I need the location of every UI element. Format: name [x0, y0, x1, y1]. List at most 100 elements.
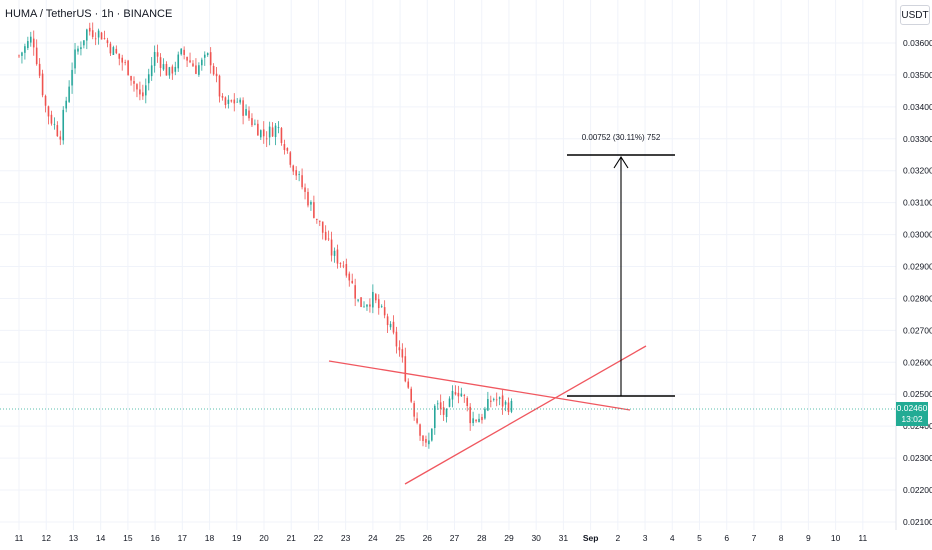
candle-bull — [77, 48, 79, 52]
candle-bear — [401, 349, 404, 358]
candle-bear — [94, 38, 97, 40]
candle-bear — [139, 89, 141, 95]
candle-bear — [375, 294, 377, 301]
candle-bear — [165, 63, 168, 76]
candle-bull — [112, 47, 115, 55]
candle-bull — [433, 405, 436, 429]
candle-bear — [118, 53, 121, 59]
candle-bear — [215, 73, 218, 77]
candle-bear — [233, 99, 236, 104]
candle-bear — [360, 297, 362, 307]
candle-bull — [436, 403, 439, 405]
candle-bull — [357, 299, 359, 301]
candle-bull — [460, 393, 463, 397]
candle-bull — [298, 174, 300, 175]
candle-bull — [86, 29, 88, 41]
price-tick-label: 0.02500 — [903, 389, 932, 399]
time-tick-label: 28 — [477, 533, 487, 543]
time-tick-label: 3 — [643, 533, 648, 543]
price-axis: 0.03600 0.03500 0.03400 0.03300 0.03200 0.031… — [895, 0, 932, 530]
time-tick-label: Sep — [583, 533, 599, 543]
candle-bear — [32, 38, 35, 48]
candle-bull — [177, 54, 180, 69]
candle-bear — [475, 419, 477, 422]
time-tick-label: 14 — [96, 533, 106, 543]
candle-bear — [136, 84, 138, 90]
time-tick-label: 29 — [504, 533, 514, 543]
time-tick-label: 13 — [69, 533, 79, 543]
time-tick-label: 11 — [15, 533, 24, 543]
candle-bear — [495, 399, 498, 401]
upper-trendline — [328, 360, 631, 411]
candle-bear — [41, 73, 44, 96]
candle-bear — [466, 397, 469, 406]
measure-label: 0.00752 (30.11%) 752 — [582, 133, 661, 142]
candle-bull — [260, 130, 262, 138]
price-tick-label: 0.03200 — [903, 166, 932, 176]
time-tick-label: 4 — [670, 533, 675, 543]
candle-bear — [416, 418, 418, 423]
candle-bull — [484, 408, 486, 419]
candle-bull — [363, 306, 365, 308]
current-price-tag: 0.02460 13:02 — [896, 402, 928, 426]
lower-trendline — [404, 345, 647, 485]
price-tick-label: 0.02800 — [903, 293, 932, 303]
candle-bear — [348, 273, 351, 281]
candle-bull — [510, 400, 513, 412]
candle-bear — [103, 38, 106, 39]
candle-bull — [487, 399, 489, 411]
candle-bear — [50, 114, 53, 124]
candle-bear — [490, 400, 492, 402]
candle-bear — [280, 128, 283, 143]
time-tick-label: 11 — [858, 533, 867, 543]
candle-bull — [366, 304, 368, 307]
candle-bull — [428, 440, 430, 445]
candle-bear — [292, 165, 295, 172]
candle-bear — [44, 95, 47, 106]
candle-bear — [242, 100, 244, 116]
time-tick-label: 5 — [697, 533, 702, 543]
candle-bull — [71, 69, 73, 86]
candle-bull — [478, 418, 480, 423]
candle-bear — [283, 144, 286, 150]
time-tick-label: 12 — [41, 533, 51, 543]
candle-bull — [53, 123, 56, 125]
price-tick-label: 0.03300 — [903, 134, 932, 144]
candle-bull — [274, 125, 277, 137]
candle-bull — [168, 67, 171, 76]
quote-currency-button[interactable]: USDT — [900, 5, 930, 25]
candle-bear — [345, 264, 348, 276]
time-tick-label: 19 — [232, 533, 242, 543]
candle-bear — [192, 63, 194, 67]
time-tick-label: 23 — [341, 533, 351, 543]
candle-bear — [121, 57, 124, 63]
candle-bear — [454, 392, 457, 395]
symbol-title[interactable]: HUMA / TetherUS · 1h · BINANCE — [5, 8, 173, 20]
candle-bull — [227, 99, 230, 104]
candle-bear — [313, 202, 315, 218]
candle-bear — [262, 129, 265, 137]
candle-bear — [457, 392, 460, 397]
candle-bear — [133, 81, 135, 84]
candle-bear — [383, 307, 386, 316]
candle-bull — [24, 46, 26, 53]
candle-bull — [277, 126, 280, 128]
candle-bear — [316, 218, 318, 220]
candle-bull — [492, 399, 495, 400]
time-tick-label: 8 — [779, 533, 784, 543]
candle-bear — [100, 32, 103, 40]
candle-bear — [156, 52, 159, 57]
candle-bull — [236, 101, 239, 103]
time-tick-label: 18 — [205, 533, 215, 543]
price-tick-label: 0.03600 — [903, 38, 932, 48]
time-tick-label: 9 — [806, 533, 811, 543]
candle-bull — [504, 401, 507, 405]
time-tick-label: 15 — [123, 533, 133, 543]
candle-bear — [501, 395, 504, 407]
candle-bear — [324, 231, 327, 240]
price-tick-label: 0.03400 — [903, 102, 932, 112]
candle-bear — [224, 97, 227, 105]
candle-bear — [410, 388, 412, 402]
time-tick-label: 30 — [531, 533, 541, 543]
